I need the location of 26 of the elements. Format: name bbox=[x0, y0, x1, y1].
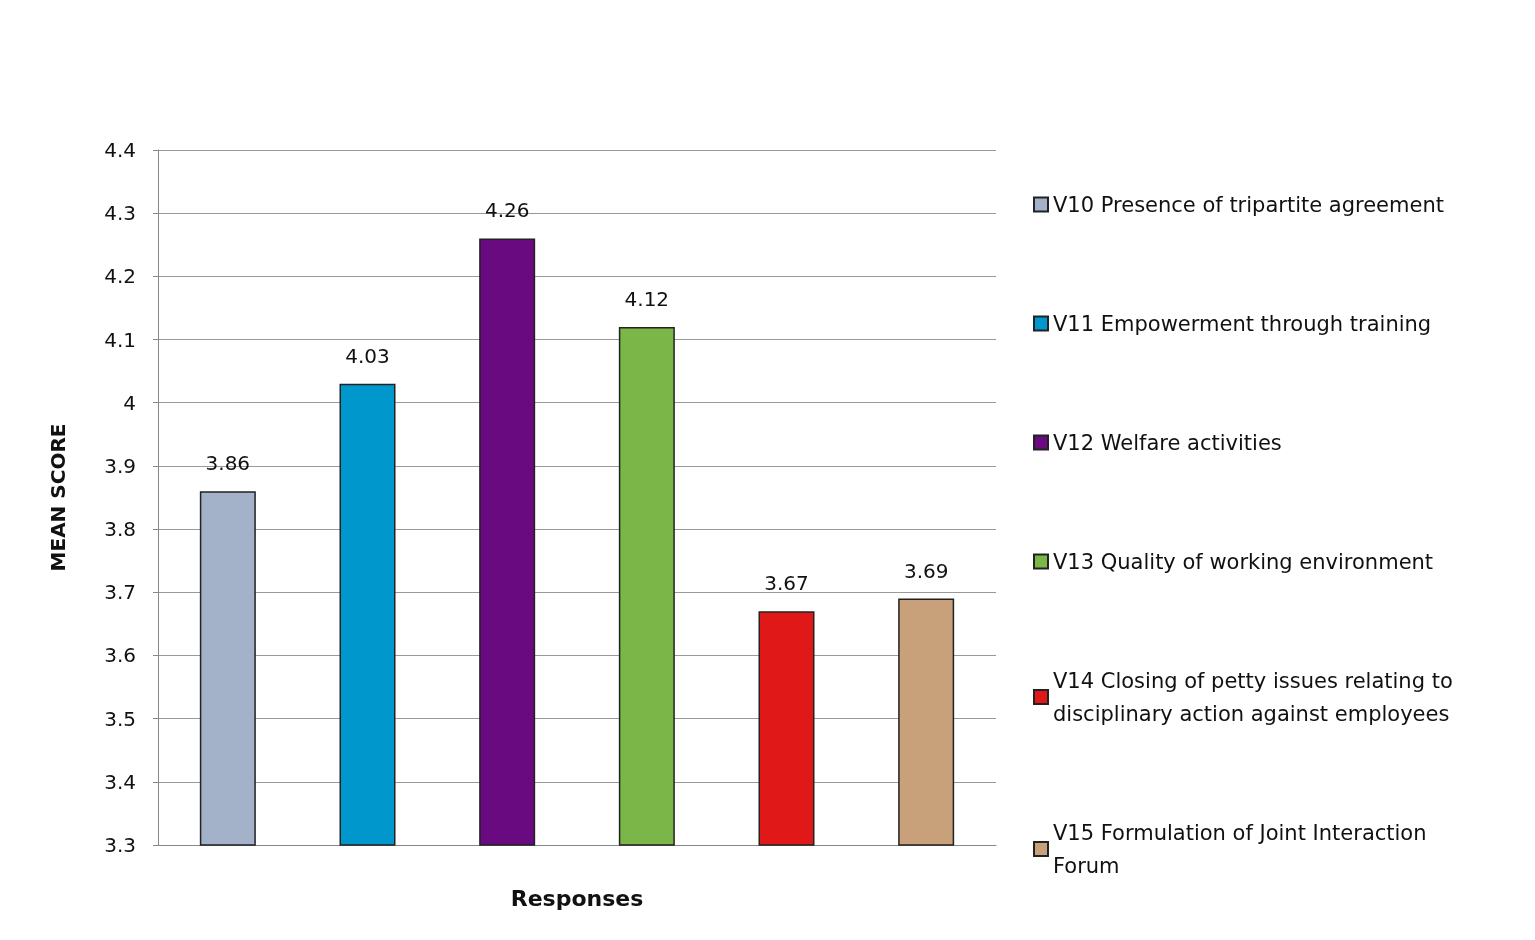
data-label: 3.67 bbox=[764, 571, 809, 596]
x-axis-title: Responses bbox=[510, 885, 644, 911]
y-tick-label: 3.7 bbox=[104, 580, 136, 605]
y-tick-label: 3.8 bbox=[104, 517, 136, 542]
legend-label: V13 Quality of working environment bbox=[1053, 549, 1434, 574]
y-tick-label: 4.4 bbox=[104, 138, 136, 162]
y-tick-label: 3.6 bbox=[104, 643, 136, 668]
y-tick-label: 3.5 bbox=[104, 706, 136, 731]
y-tick-label: 4.1 bbox=[104, 327, 136, 352]
y-tick-label: 4.2 bbox=[104, 264, 136, 289]
data-label: 4.12 bbox=[624, 286, 670, 311]
legend-label: V14 Closing of petty issues relating to disciplinary action against employees bbox=[1053, 668, 1460, 726]
y-tick-label: 4 bbox=[123, 390, 136, 415]
y-axis-title: MEAN SCORE bbox=[46, 423, 70, 572]
data-label: 4.03 bbox=[345, 343, 390, 368]
data-label: 3.69 bbox=[903, 558, 949, 583]
y-tick-label: 3.9 bbox=[104, 453, 136, 478]
legend-label: V10 Presence of tripartite agreement bbox=[1053, 192, 1444, 217]
legend-label: V12 Welfare activities bbox=[1053, 430, 1282, 455]
data-label: 4.26 bbox=[484, 198, 530, 223]
y-tick-label: 3.4 bbox=[104, 769, 136, 794]
legend-label: V15 Formulation of Joint Interaction Forum bbox=[1053, 820, 1434, 878]
legend-label: V11 Empowerment through training bbox=[1053, 311, 1432, 336]
y-tick-label: 3.3 bbox=[104, 833, 136, 857]
data-label: 3.86 bbox=[205, 451, 251, 476]
y-tick-label: 4.3 bbox=[104, 201, 136, 226]
